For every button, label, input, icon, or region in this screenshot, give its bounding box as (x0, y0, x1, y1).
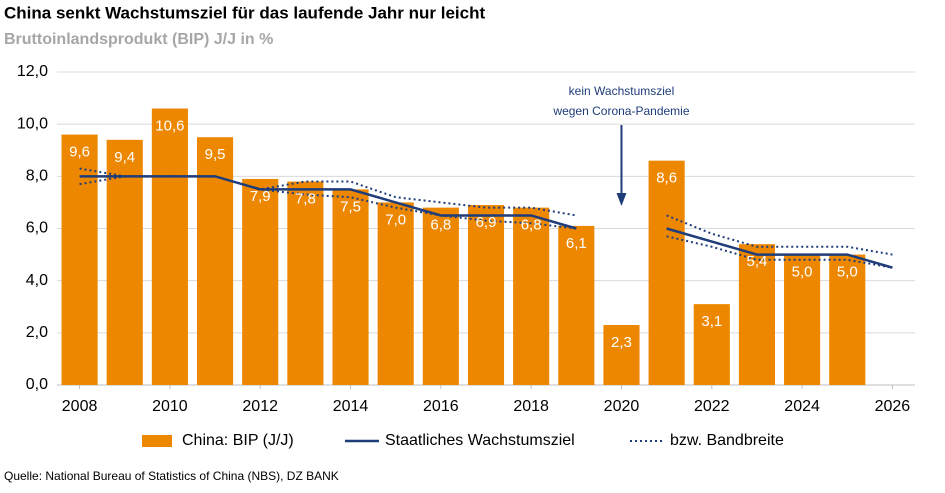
value-label: 6,1 (566, 235, 587, 252)
value-label: 5,0 (837, 264, 858, 281)
annotation-arrowhead (616, 193, 627, 206)
value-label: 8,6 (656, 170, 677, 187)
bar (558, 225, 595, 385)
value-label: 9,4 (114, 149, 135, 166)
value-label: 7,0 (385, 211, 406, 228)
value-label: 7,8 (295, 191, 316, 208)
chart-subtitle: Bruttoinlandsprodukt (BIP) J/J in % (4, 31, 273, 48)
y-tick-label: 12,0 (17, 63, 48, 80)
x-tick-label: 2012 (242, 398, 278, 415)
value-label: 7,9 (250, 188, 271, 205)
bar (738, 244, 776, 385)
x-tick-label: 2014 (333, 398, 369, 415)
chart-title: China senkt Wachstumsziel für das laufen… (4, 3, 485, 22)
y-tick-label: 2,0 (26, 324, 48, 341)
value-label: 2,3 (611, 334, 632, 351)
bar (603, 325, 640, 385)
bar (332, 189, 369, 385)
legend-label: Staatliches Wachstumsziel (385, 432, 575, 449)
x-tick-label: 2024 (784, 398, 820, 415)
bar (513, 207, 550, 385)
bar (106, 139, 143, 385)
x-tick-label: 2016 (423, 398, 459, 415)
legend-swatch (142, 435, 172, 447)
value-label: 5,4 (747, 253, 768, 270)
x-tick-label: 2020 (604, 398, 640, 415)
x-tick-label: 2018 (513, 398, 549, 415)
bar (693, 304, 730, 385)
source: Quelle: National Bureau of Statistics of… (4, 469, 339, 483)
target-line (79, 175, 893, 269)
bar (287, 181, 324, 385)
bar (151, 108, 188, 386)
legend-label: bzw. Bandbreite (670, 432, 784, 449)
x-tick-label: 2022 (694, 398, 730, 415)
x-tick-label: 2026 (875, 398, 911, 415)
bar (422, 207, 459, 385)
value-label: 9,6 (69, 144, 90, 161)
value-label: 7,5 (340, 198, 361, 215)
bar (242, 178, 279, 385)
band-upper (79, 167, 893, 256)
value-label: 6,8 (430, 217, 451, 234)
y-tick-label: 0,0 (26, 376, 48, 393)
value-label: 6,9 (476, 214, 497, 231)
x-tick-label: 2010 (152, 398, 188, 415)
x-tick-label: 2008 (62, 398, 98, 415)
value-label: 9,5 (205, 146, 226, 163)
value-label: 5,0 (792, 264, 813, 281)
value-label: 10,6 (155, 117, 184, 134)
y-tick-label: 8,0 (26, 168, 48, 185)
y-tick-label: 4,0 (26, 272, 48, 289)
bar (784, 254, 821, 385)
annotation: kein Wachstumsziel (569, 84, 675, 98)
y-tick-label: 6,0 (26, 220, 48, 237)
annotation: wegen Corona-Pandemie (552, 104, 689, 118)
y-tick-label: 10,0 (17, 115, 48, 132)
bar (467, 205, 505, 385)
bar (829, 254, 866, 385)
band-lower (79, 175, 893, 269)
bar (648, 160, 685, 385)
value-label: 3,1 (701, 313, 722, 330)
bar (61, 134, 98, 385)
bar (377, 202, 414, 385)
value-label: 6,8 (521, 217, 542, 234)
legend-label: China: BIP (J/J) (182, 432, 294, 449)
bar (196, 137, 234, 385)
